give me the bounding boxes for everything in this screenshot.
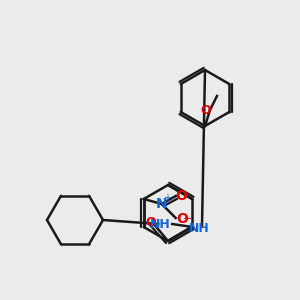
Text: −: − <box>183 214 192 224</box>
Text: O: O <box>146 215 156 229</box>
Text: O: O <box>201 103 211 116</box>
Text: O: O <box>175 189 187 203</box>
Text: +: + <box>163 193 171 203</box>
Text: O: O <box>176 212 188 226</box>
Text: NH: NH <box>149 218 170 230</box>
Text: NH: NH <box>189 223 210 236</box>
Text: N: N <box>156 197 168 211</box>
